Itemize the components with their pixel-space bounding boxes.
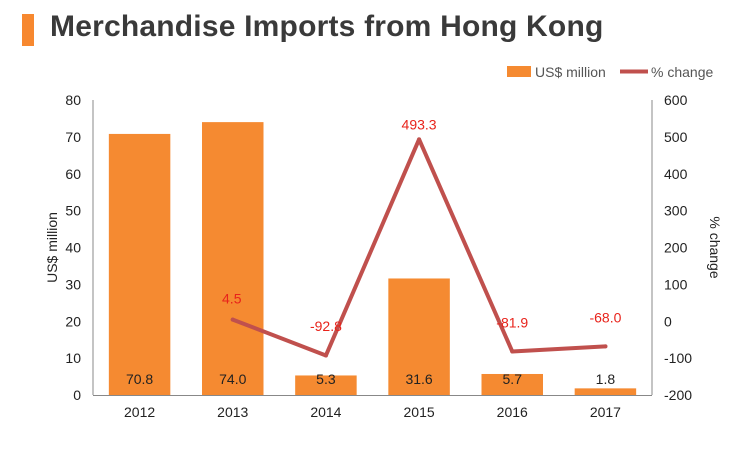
x-tick-label-2017: 2017: [590, 404, 621, 420]
y2-tick-label: 200: [664, 240, 688, 256]
y-axis-title: US$ million: [44, 212, 60, 283]
bar-value-label-2017: 1.8: [596, 371, 616, 387]
legend-line-label: % change: [651, 64, 713, 80]
bar-2017: [574, 388, 637, 395]
y-tick-label: 10: [65, 350, 81, 366]
line-point-2015: [417, 137, 422, 142]
y-tick-label: 30: [65, 276, 81, 292]
y2-tick-label: 100: [664, 276, 688, 292]
line-value-label-2016: -81.9: [496, 314, 528, 330]
x-tick-label-2012: 2012: [124, 404, 155, 420]
line-point-2013: [230, 317, 235, 322]
line-value-label-2017: -68.0: [589, 309, 621, 325]
y-tick-label: 40: [65, 240, 81, 256]
y-tick-label: 0: [73, 387, 81, 403]
legend-bar-swatch: [507, 66, 531, 77]
bar-value-label-2015: 31.6: [405, 371, 432, 387]
bar-value-label-2016: 5.7: [503, 371, 523, 387]
y-tick-label: 70: [65, 129, 81, 145]
bar-value-label-2013: 74.0: [219, 371, 246, 387]
bar-value-label-2012: 70.8: [126, 371, 153, 387]
y-tick-label: 80: [65, 92, 81, 108]
y2-axis-title: % change: [707, 216, 723, 278]
line-point-2016: [510, 349, 515, 354]
line-value-label-2015: 493.3: [402, 116, 437, 132]
line-point-2017: [603, 344, 608, 349]
y2-tick-label: -200: [664, 387, 692, 403]
y2-tick-label: 500: [664, 129, 688, 145]
chart-title: Merchandise Imports from Hong Kong: [50, 10, 604, 43]
line-point-2014: [323, 353, 328, 358]
y-tick-label: 60: [65, 166, 81, 182]
y2-tick-label: -100: [664, 350, 692, 366]
title-accent-bar: [22, 14, 34, 46]
y-tick-label: 20: [65, 313, 81, 329]
bar-value-label-2014: 5.3: [316, 371, 336, 387]
y2-tick-label: 600: [664, 92, 688, 108]
x-tick-label-2013: 2013: [217, 404, 248, 420]
line-value-label-2013: 4.5: [222, 291, 242, 307]
bar-2016: [481, 373, 543, 395]
x-tick-label-2014: 2014: [310, 404, 341, 420]
bar-2014: [295, 375, 357, 395]
bar-2015: [388, 278, 450, 395]
line-value-label-2014: -92.8: [310, 318, 342, 334]
x-tick-label-2016: 2016: [497, 404, 528, 420]
bar-2013: [202, 122, 264, 395]
y2-tick-label: 0: [664, 313, 672, 329]
x-tick-label-2015: 2015: [404, 404, 435, 420]
y-tick-label: 50: [65, 203, 81, 219]
bar-2012: [108, 133, 171, 396]
legend-bar-label: US$ million: [535, 64, 606, 80]
y2-tick-label: 400: [664, 166, 688, 182]
y2-tick-label: 300: [664, 203, 688, 219]
